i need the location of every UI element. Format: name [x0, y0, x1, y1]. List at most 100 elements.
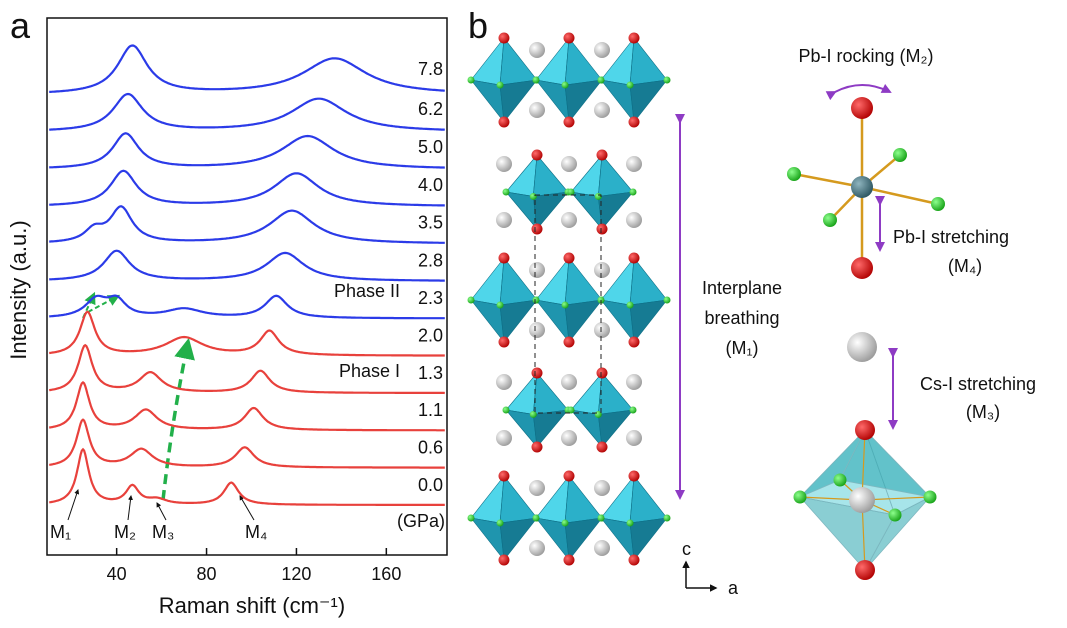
atom: [787, 167, 801, 181]
mode-label: M₂: [114, 522, 136, 542]
atom: [629, 471, 640, 482]
atom: [627, 520, 634, 527]
pressure-label: 2.3: [418, 288, 443, 308]
atom: [564, 33, 575, 44]
atom: [626, 212, 642, 228]
atom: [530, 411, 537, 418]
mode-label: M₃: [152, 522, 174, 542]
atom: [497, 520, 504, 527]
spectrum: [49, 382, 445, 430]
mode-text: (M₄): [948, 256, 982, 276]
atom: [561, 430, 577, 446]
atom: [499, 33, 510, 44]
atom: [594, 540, 610, 556]
atom: [598, 515, 605, 522]
atom: [564, 337, 575, 348]
atom: [851, 176, 873, 198]
atom: [627, 302, 634, 309]
mode-label: M₁: [50, 522, 71, 542]
atom: [529, 42, 545, 58]
spectrum: [49, 171, 445, 206]
spectrum: [49, 449, 445, 505]
panel-a: a Raman shift (cm⁻¹) Intensity (a.u.) (G…: [6, 5, 447, 618]
spectrum: [49, 94, 445, 130]
atom: [629, 253, 640, 264]
atom: [532, 442, 543, 453]
atom: [626, 156, 642, 172]
spectrum: [49, 133, 445, 167]
atom: [499, 471, 510, 482]
atom: [931, 197, 945, 211]
atom: [533, 297, 540, 304]
atom: [597, 368, 608, 379]
x-tick-label: 120: [281, 564, 311, 584]
octahedron-face: [630, 476, 667, 523]
atom: [532, 368, 543, 379]
atom: [568, 407, 575, 414]
atom: [630, 189, 637, 196]
panel-label: a: [10, 5, 31, 46]
atom: [564, 471, 575, 482]
atom: [626, 374, 642, 390]
atom: [597, 442, 608, 453]
atom: [594, 480, 610, 496]
octahedron-face: [630, 518, 667, 560]
octahedron-face: [471, 476, 504, 523]
csi-octahedron: [794, 420, 937, 580]
atom: [529, 262, 545, 278]
trend-arrow: [163, 342, 188, 500]
atom: [627, 82, 634, 89]
atom: [497, 82, 504, 89]
spectrum: [49, 206, 445, 243]
atom: [889, 509, 902, 522]
atom: [849, 487, 875, 513]
atom: [533, 515, 540, 522]
atom: [532, 224, 543, 235]
atom: [499, 253, 510, 264]
spectrum: [49, 420, 445, 468]
atom: [529, 540, 545, 556]
spectrum: [49, 46, 445, 92]
pressure-label: 7.8: [418, 59, 443, 79]
atom: [855, 560, 875, 580]
mode-text: (M₁): [725, 338, 758, 358]
atom: [564, 555, 575, 566]
atom: [503, 407, 510, 414]
mode-text: breathing: [704, 308, 779, 328]
atom: [564, 253, 575, 264]
mode-pointers: [68, 490, 254, 520]
atom: [496, 430, 512, 446]
unit-label: (GPa): [397, 511, 445, 531]
atom: [499, 337, 510, 348]
pressure-label: 1.3: [418, 363, 443, 383]
panel-label: b: [468, 5, 488, 46]
atom: [496, 374, 512, 390]
atom: [529, 102, 545, 118]
octahedron-face: [471, 258, 504, 305]
octahedron-face: [630, 300, 667, 342]
axis-letter: c: [682, 539, 691, 559]
mode-text: Pb-I rocking (M₂): [798, 46, 933, 66]
mode-text: Cs-I stretching: [920, 374, 1036, 394]
atom: [499, 117, 510, 128]
atom: [529, 480, 545, 496]
atom: [847, 332, 877, 362]
atom: [468, 515, 475, 522]
panel-b: b Interplane breathing (M₁) Pb-I rocking…: [468, 5, 1037, 598]
spectrum: [49, 251, 445, 281]
mode-text: (M₃): [966, 402, 1000, 422]
atom: [533, 77, 540, 84]
atom: [855, 420, 875, 440]
bond: [862, 187, 938, 204]
atom: [561, 212, 577, 228]
atom: [468, 77, 475, 84]
atom: [629, 555, 640, 566]
figure: a Raman shift (cm⁻¹) Intensity (a.u.) (G…: [0, 0, 1067, 623]
atom: [664, 77, 671, 84]
atom: [594, 102, 610, 118]
atom: [626, 430, 642, 446]
axis-letter: a: [728, 578, 739, 598]
atom: [851, 97, 873, 119]
pressure-label: 0.0: [418, 475, 443, 495]
pressure-label: 5.0: [418, 137, 443, 157]
